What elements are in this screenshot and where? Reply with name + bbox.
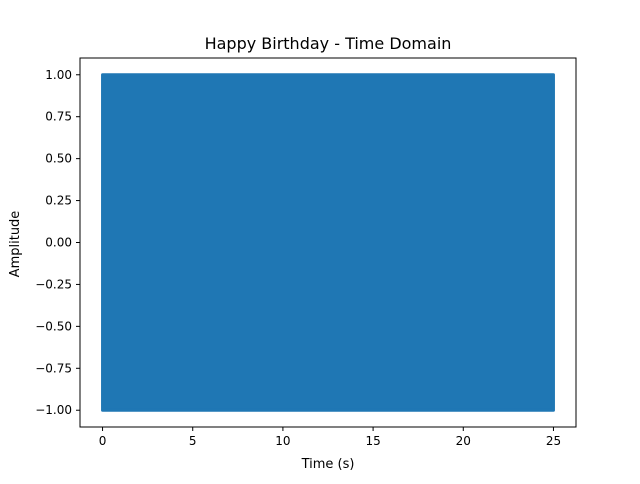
y-tick-label: 0.50	[45, 152, 72, 166]
y-tick-label: 0.00	[45, 236, 72, 250]
series-waveform-0	[101, 73, 555, 412]
y-axis-label: Amplitude	[8, 211, 23, 278]
x-tick-label: 20	[456, 434, 471, 448]
x-tick-label: 0	[99, 434, 107, 448]
y-tick-label: −0.25	[35, 277, 72, 291]
x-tick-label: 25	[546, 434, 561, 448]
chart-title: Happy Birthday - Time Domain	[205, 34, 452, 53]
x-tick-label: 10	[275, 434, 290, 448]
x-axis-label: Time (s)	[301, 457, 355, 472]
plot-area: 0 5 10 15 20 25 1.00 0.75 0.50 0.25 0.00 −0.25 −0.50…	[35, 57, 577, 448]
y-tick-label: 1.00	[45, 68, 72, 82]
x-tick-label: 15	[365, 434, 380, 448]
y-tick-label: −0.75	[35, 361, 72, 375]
y-tick-label: −1.00	[35, 403, 72, 417]
y-tick-label: 0.25	[45, 194, 72, 208]
y-tick-label: 0.75	[45, 110, 72, 124]
y-tick-label: −0.50	[35, 319, 72, 333]
x-tick-label: 5	[189, 434, 197, 448]
